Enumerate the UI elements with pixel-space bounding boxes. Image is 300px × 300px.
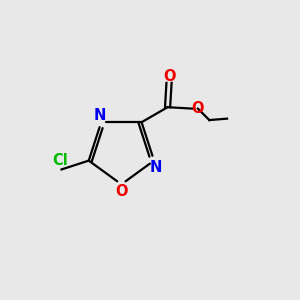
- Text: O: O: [163, 69, 175, 84]
- Text: O: O: [192, 101, 204, 116]
- Text: N: N: [149, 160, 162, 175]
- Text: O: O: [115, 184, 128, 199]
- Text: Cl: Cl: [52, 153, 68, 168]
- Text: N: N: [94, 108, 106, 123]
